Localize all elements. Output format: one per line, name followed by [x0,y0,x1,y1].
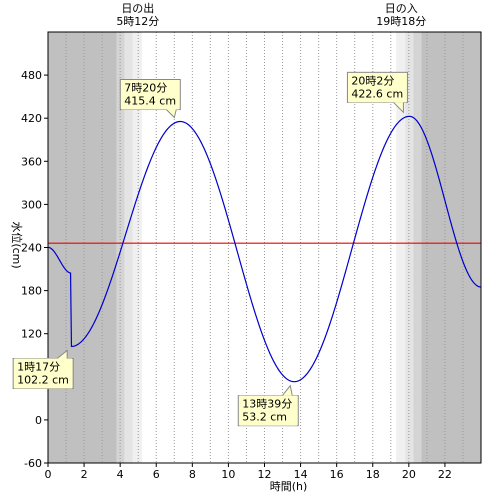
callout-level: 102.2 cm [17,373,69,386]
y-tick-label: 480 [21,69,42,82]
callout-level: 422.6 cm [351,87,403,100]
callout-joint [121,106,180,110]
callout-joint [239,422,298,426]
sunrise-time: 5時12分 [116,15,159,28]
twilight-band-morning-2 [124,32,133,463]
callout-time: 1時17分 [17,360,60,373]
x-tick-label: 6 [153,468,160,481]
day-night-background [48,32,481,463]
y-tick-label: -60 [24,457,42,470]
y-tick-label: 360 [21,155,42,168]
callout-box [346,71,408,103]
x-tick-label: 4 [117,468,124,481]
sunset-label: 日の入 [385,2,418,15]
callout-joint [14,358,73,361]
night-band-evening [421,32,481,463]
callout-pointer [56,349,68,359]
callout-joint [348,99,407,103]
twilight-band-evening-1 [396,32,406,463]
callout-pointer [393,101,404,114]
callout-pointer [281,384,293,396]
callout-joint [239,395,298,398]
x-axis-label: 時間(h) [270,480,308,493]
y-tick-label: 300 [21,198,42,211]
x-tick-label: 18 [366,468,380,481]
sunrise-label: 日の出 [121,1,154,15]
x-tick-label: 22 [438,468,452,481]
x-tick-label: 0 [45,468,52,481]
y-tick-label: 420 [21,112,42,125]
callout-joint [14,385,73,389]
callout-level: 415.4 cm [124,95,176,108]
x-tick-label: 16 [330,468,344,481]
sunset-time: 19時18分 [376,15,426,28]
y-tick-label: 240 [21,242,42,255]
callout-box [12,357,74,389]
twilight-band-evening-3 [413,32,422,463]
callout-time: 20時2分 [351,74,394,87]
x-tick-label: 12 [258,468,272,481]
night-band-morning [48,32,117,463]
y-axis-label: 水位(cm) [10,221,24,268]
twilight-band-morning-1 [116,32,125,463]
x-tick-label: 2 [81,468,88,481]
tide-curve [47,115,482,383]
callout-pointer [165,109,177,119]
y-tick-label: 120 [21,328,42,341]
y-tick-label: 0 [35,414,42,427]
callout-time: 7時20分 [124,82,167,95]
callout-level: 53.2 cm [242,411,287,424]
x-tick-label: 8 [189,468,196,481]
x-tick-label: 20 [402,468,416,481]
y-tick-label: 180 [21,285,42,298]
callout-time: 13時39分 [242,398,292,411]
x-tick-label: 10 [221,468,235,481]
twilight-band-evening-2 [405,32,414,463]
x-tick-label: 14 [294,468,308,481]
tide-curve-group [47,115,482,383]
callout-box [119,79,181,111]
twilight-band-morning-3 [132,32,142,463]
